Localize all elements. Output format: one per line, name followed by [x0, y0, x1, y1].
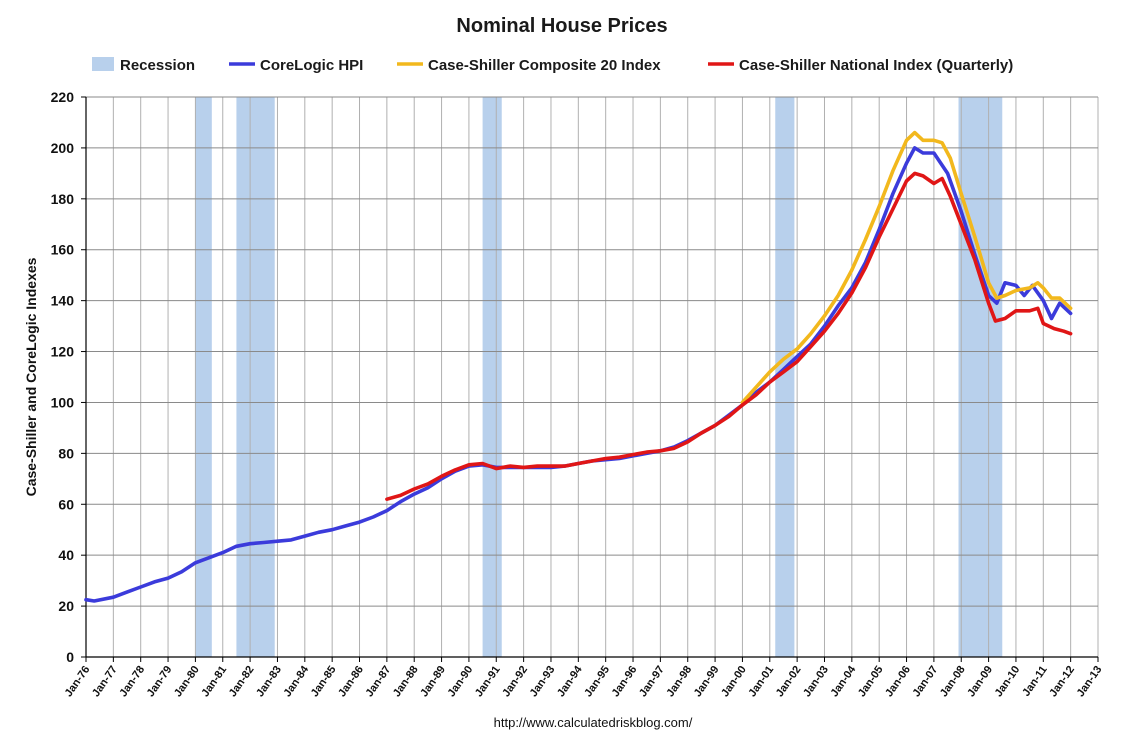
legend-label-3: Case-Shiller Composite 20 Index — [428, 57, 661, 74]
x-tick-label: Jan-81 — [199, 664, 229, 699]
x-tick-label: Jan-87 — [363, 664, 393, 699]
y-tick-label: 220 — [51, 89, 75, 105]
y-tick-label: 80 — [58, 445, 74, 461]
x-tick-label: Jan-83 — [254, 664, 284, 699]
legend-label-2: CoreLogic HPI — [260, 57, 363, 74]
legend-label-4: Case-Shiller National Index (Quarterly) — [739, 57, 1013, 74]
x-tick-label: Jan-08 — [938, 664, 968, 699]
x-tick-label: Jan-04 — [828, 663, 858, 699]
x-tick-label: Jan-02 — [774, 664, 804, 699]
x-tick-label: Jan-80 — [172, 664, 202, 699]
x-tick-label: Jan-86 — [336, 664, 366, 699]
x-tick-label: Jan-89 — [418, 664, 448, 699]
x-tick-label: Jan-90 — [446, 664, 476, 699]
y-tick-label: 160 — [51, 242, 75, 258]
x-tick-label: Jan-05 — [856, 664, 886, 699]
x-tick-label: Jan-91 — [473, 664, 503, 699]
x-tick-label: Jan-09 — [965, 664, 995, 699]
recession-band-2 — [236, 97, 275, 657]
x-tick-label: Jan-79 — [145, 664, 175, 699]
series-line-2 — [740, 130, 1073, 405]
legend-label-1: Recession — [120, 57, 195, 74]
y-axis-label: Case-Shiller and CoreLogic Indexes — [23, 257, 39, 496]
series-line-3 — [385, 171, 1073, 501]
x-tick-label: Jan-88 — [391, 664, 421, 699]
x-tick-label: Jan-77 — [90, 664, 120, 699]
x-tick-label: Jan-97 — [637, 664, 667, 699]
y-tick-label: 20 — [58, 598, 74, 614]
x-tick-label: Jan-92 — [500, 664, 530, 699]
x-tick-label: Jan-07 — [911, 664, 941, 699]
y-tick-label: 100 — [51, 394, 75, 410]
y-tick-label: 200 — [51, 140, 75, 156]
y-tick-label: 180 — [51, 191, 75, 207]
x-tick-label: Jan-10 — [993, 664, 1023, 699]
x-tick-label: Jan-94 — [555, 663, 585, 699]
x-tick-label: Jan-03 — [801, 664, 831, 699]
x-tick-label: Jan-85 — [309, 664, 339, 699]
x-tick-label: Jan-96 — [610, 664, 640, 699]
x-tick-label: Jan-01 — [746, 664, 776, 699]
recession-band-4 — [775, 97, 795, 657]
legend-swatch-1 — [92, 57, 114, 71]
x-tick-label: Jan-93 — [528, 664, 558, 699]
y-tick-label: 40 — [58, 547, 74, 563]
x-tick-label: Jan-11 — [1020, 664, 1049, 699]
plot-area: 020406080100120140160180200220Jan-76Jan-… — [51, 89, 1105, 699]
chart-title: Nominal House Prices — [456, 15, 667, 37]
y-tick-label: 120 — [51, 344, 75, 360]
x-tick-label: Jan-95 — [582, 664, 612, 699]
recession-band-1 — [195, 97, 212, 657]
y-tick-label: 0 — [66, 649, 74, 665]
source-url: http://www.calculatedriskblog.com/ — [494, 715, 693, 730]
x-tick-label: Jan-82 — [227, 664, 257, 699]
y-tick-label: 60 — [58, 496, 74, 512]
x-tick-label: Jan-12 — [1047, 664, 1077, 699]
x-tick-label: Jan-00 — [719, 664, 749, 699]
y-tick-label: 140 — [51, 293, 75, 309]
x-tick-label: Jan-84 — [281, 663, 311, 699]
recession-band-5 — [958, 97, 1003, 657]
x-tick-label: Jan-98 — [664, 664, 694, 699]
x-tick-label: Jan-78 — [117, 664, 147, 699]
x-tick-label: Jan-13 — [1075, 664, 1105, 699]
x-tick-label: Jan-06 — [883, 664, 913, 699]
x-tick-label: Jan-76 — [63, 664, 93, 699]
recession-band-3 — [482, 97, 502, 657]
legend: Recession CoreLogic HPI Case-Shiller Compo… — [92, 57, 1013, 74]
x-tick-label: Jan-99 — [692, 664, 722, 699]
